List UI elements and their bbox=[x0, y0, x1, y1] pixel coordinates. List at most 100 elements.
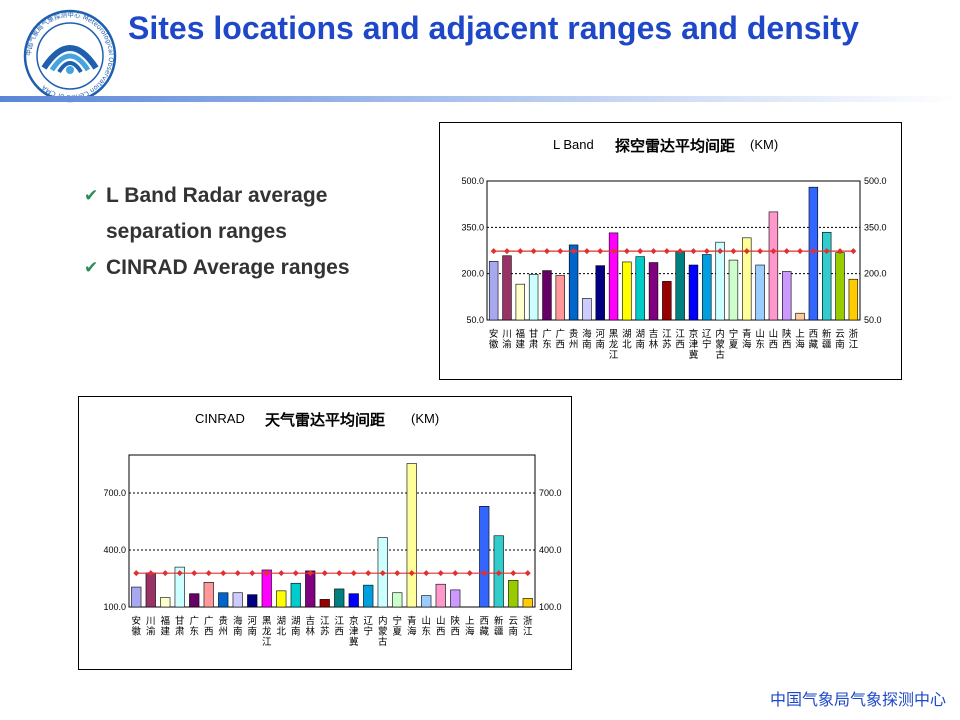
lband-bar bbox=[568, 244, 579, 321]
cinrad-average-marker bbox=[336, 570, 343, 577]
cinrad-category-label: 河南 bbox=[247, 615, 257, 638]
cinrad-chart: CINRAD 天气雷达平均间距 (KM) 100.0 100.0 400.0 400.0 70… bbox=[78, 396, 572, 670]
lband-category-label: 新疆 bbox=[822, 328, 832, 351]
cinrad-average-marker bbox=[278, 570, 285, 577]
bullet-text: L Band Radar average separation ranges bbox=[106, 184, 328, 243]
lband-category-label: 辽宁 bbox=[702, 328, 712, 351]
lband-bar bbox=[635, 256, 645, 321]
lband-category-label: 广东 bbox=[542, 328, 552, 351]
cinrad-category-label: 辽宁 bbox=[363, 615, 373, 638]
cinrad-category-label: 广西 bbox=[204, 615, 214, 638]
lband-average-marker bbox=[557, 248, 564, 255]
cinrad-category-label: 陕西 bbox=[450, 615, 460, 638]
lband-average-marker bbox=[703, 248, 710, 255]
lband-title-prefix: L Band bbox=[553, 137, 594, 152]
lband-average-marker bbox=[517, 248, 524, 255]
cinrad-average-marker bbox=[524, 570, 531, 577]
cinrad-category-label: 海南 bbox=[233, 615, 243, 638]
lband-bar bbox=[488, 261, 499, 321]
lband-average-marker bbox=[623, 248, 630, 255]
cinrad-bar bbox=[261, 569, 272, 608]
lband-category-label: 浙江 bbox=[849, 328, 859, 351]
cinrad-average-marker bbox=[510, 570, 517, 577]
lband-bar bbox=[795, 312, 805, 321]
lband-category-label: 湖北 bbox=[622, 329, 632, 351]
lband-y-tick-left: 500.0 bbox=[461, 176, 484, 186]
cinrad-category-label: 安徽 bbox=[131, 615, 141, 638]
cinrad-chart-svg: CINRAD 天气雷达平均间距 (KM) 100.0 100.0 400.0 400.0 70… bbox=[103, 411, 562, 648]
cinrad-average-marker bbox=[263, 570, 270, 577]
cinrad-category-label: 浙江 bbox=[523, 615, 533, 638]
lband-bar bbox=[502, 255, 512, 321]
cinrad-bar bbox=[479, 506, 490, 608]
cinrad-bar bbox=[508, 580, 519, 608]
cinrad-average-marker bbox=[162, 570, 169, 577]
lband-category-label: 江西 bbox=[675, 329, 685, 351]
cinrad-category-label: 广东 bbox=[189, 615, 199, 638]
cinrad-average-marker bbox=[350, 570, 357, 577]
lband-average-marker bbox=[610, 248, 617, 255]
lband-average-marker bbox=[743, 248, 750, 255]
lband-category-label: 内蒙古 bbox=[715, 328, 725, 361]
lband-y-tick-left: 50.0 bbox=[466, 315, 484, 325]
cinrad-bar bbox=[522, 598, 533, 608]
lband-average-marker bbox=[637, 248, 644, 255]
cinrad-title-cn: 天气雷达平均间距 bbox=[265, 411, 385, 429]
cinrad-category-label: 湖南 bbox=[291, 616, 301, 638]
cinrad-bar bbox=[247, 594, 258, 608]
lband-y-tick-right: 200.0 bbox=[864, 269, 887, 279]
cinrad-average-marker bbox=[249, 570, 256, 577]
lband-average-marker bbox=[797, 248, 804, 255]
lband-category-label: 海南 bbox=[582, 328, 592, 351]
cinrad-average-marker bbox=[321, 570, 328, 577]
cinrad-average-marker bbox=[394, 570, 401, 577]
cinrad-category-label: 西藏 bbox=[479, 616, 489, 638]
cinrad-category-label: 云南 bbox=[508, 616, 518, 638]
cinrad-y-tick-right: 700.0 bbox=[539, 488, 562, 498]
lband-bar bbox=[608, 232, 619, 321]
cinrad-bar bbox=[348, 593, 359, 608]
lband-category-label: 川渝 bbox=[502, 329, 512, 351]
cinrad-average-marker bbox=[423, 570, 430, 577]
lband-bar bbox=[702, 254, 712, 321]
lband-bar bbox=[675, 251, 685, 321]
cinrad-category-label: 上海 bbox=[465, 616, 475, 638]
lband-bar bbox=[688, 264, 699, 321]
lband-y-tick-right: 500.0 bbox=[864, 176, 887, 186]
cinrad-bar bbox=[319, 599, 330, 608]
lband-title-unit: (KM) bbox=[750, 137, 778, 152]
cinrad-bar bbox=[131, 586, 142, 608]
cinrad-average-marker bbox=[147, 570, 154, 577]
cinrad-category-label: 福建 bbox=[160, 615, 170, 638]
cinrad-category-label: 江西 bbox=[334, 616, 344, 638]
lband-average-marker bbox=[677, 248, 684, 255]
lband-average-marker bbox=[757, 248, 764, 255]
lband-average-marker bbox=[490, 248, 497, 255]
bullet-item: ✔ L Band Radar average separation ranges bbox=[84, 178, 436, 250]
lband-bar bbox=[648, 262, 659, 321]
lband-bar bbox=[742, 237, 752, 321]
lband-bar bbox=[528, 273, 539, 321]
cinrad-bar bbox=[160, 597, 171, 608]
cinrad-category-label: 贵州 bbox=[218, 615, 228, 638]
lband-bar bbox=[662, 281, 672, 321]
cinrad-category-label: 黑龙江 bbox=[262, 616, 272, 648]
cinrad-category-label: 吉林 bbox=[305, 616, 315, 638]
cinrad-bar bbox=[435, 583, 446, 608]
cinrad-category-label: 新疆 bbox=[494, 615, 504, 638]
cinrad-title-prefix: CINRAD bbox=[195, 411, 245, 426]
lband-bar bbox=[768, 211, 779, 321]
cinrad-bar bbox=[232, 592, 243, 608]
cinrad-average-marker bbox=[481, 570, 488, 577]
lband-category-label: 甘肃 bbox=[529, 328, 539, 351]
cinrad-average-marker bbox=[365, 570, 372, 577]
cinrad-category-label: 湖北 bbox=[276, 616, 286, 638]
lband-bar bbox=[542, 270, 552, 321]
cinrad-bar bbox=[363, 584, 374, 608]
lband-chart-svg: L Band 探空雷达平均间距 (KM) 50.0 50.0 200.0 200.0 350.… bbox=[461, 137, 887, 361]
slide-title: Sites locations and adjacent ranges and … bbox=[128, 10, 859, 46]
lband-bar bbox=[622, 261, 632, 321]
cinrad-category-label: 山西 bbox=[436, 616, 446, 638]
footer-org-name: 中国气象局气象探测中心 bbox=[769, 690, 946, 709]
cinrad-average-marker bbox=[234, 570, 241, 577]
